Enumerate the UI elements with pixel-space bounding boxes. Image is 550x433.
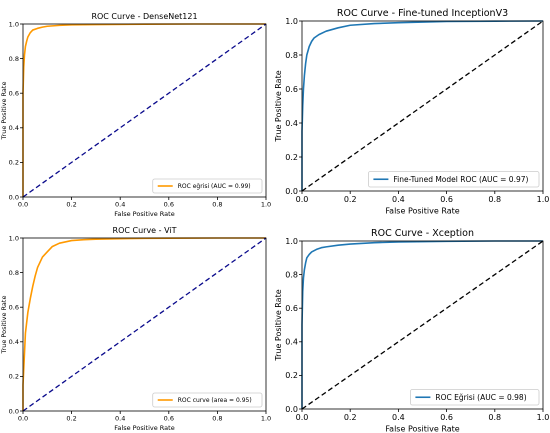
chance-diagonal-line bbox=[22, 23, 267, 198]
y-tick-label: 0.6 bbox=[285, 304, 298, 313]
x-tick-label: 0.0 bbox=[18, 201, 28, 209]
y-tick-label: 0.8 bbox=[9, 55, 19, 63]
x-tick-label: 0.6 bbox=[164, 415, 174, 423]
chart-title: ROC Curve - DenseNet121 bbox=[91, 12, 197, 21]
legend-box bbox=[367, 171, 540, 188]
y-tick-label: 0.2 bbox=[9, 159, 19, 167]
y-axis-label: True Positive Rate bbox=[0, 82, 8, 141]
x-tick-label: 1.0 bbox=[261, 415, 271, 423]
x-tick-label: 0.4 bbox=[115, 415, 125, 423]
x-tick-label: 0.8 bbox=[212, 201, 222, 209]
y-tick-label: 0.0 bbox=[285, 405, 298, 414]
y-tick-label: 1.0 bbox=[9, 20, 19, 28]
roc-curve-line bbox=[301, 240, 543, 409]
x-axis-label: False Positive Rate bbox=[114, 210, 174, 218]
x-axis-label: False Positive Rate bbox=[385, 206, 459, 215]
x-tick-label: 0.8 bbox=[488, 413, 501, 422]
y-tick-label: 0.4 bbox=[9, 338, 19, 346]
legend-box bbox=[409, 389, 540, 406]
y-tick-label: 1.0 bbox=[9, 234, 19, 242]
x-tick-label: 1.0 bbox=[537, 413, 550, 422]
y-tick-label: 0.0 bbox=[285, 187, 298, 196]
y-tick-label: 1.0 bbox=[285, 237, 298, 246]
chart-panel-1: ROC Curve - DenseNet121 0.0 0.2 0.4 0.6 0.8 1.… bbox=[0, 12, 271, 218]
x-tick-label: 0.0 bbox=[18, 415, 28, 423]
chart-title: ROC Curve - ViT bbox=[113, 226, 177, 235]
chart-panel-2: ROC Curve - Fine-tuned InceptionV3 0.0 0.2… bbox=[274, 8, 549, 215]
chart-panel-4: ROC Curve - Xception 0.0 0.2 0.4 0.6 0.8 1.0 0.… bbox=[274, 228, 549, 433]
y-axis-label: True Positive Rate bbox=[0, 296, 8, 355]
x-tick-label: 0.6 bbox=[440, 195, 453, 204]
plot-frame bbox=[22, 23, 267, 198]
y-tick-label: 0.0 bbox=[9, 407, 19, 415]
legend-label: ROC Eğrisi (AUC = 0.98) bbox=[435, 393, 526, 402]
x-tick-label: 0.2 bbox=[66, 201, 76, 209]
x-tick-label: 1.0 bbox=[537, 195, 550, 204]
y-tick-label: 0.6 bbox=[9, 303, 19, 311]
plot-frame bbox=[301, 20, 544, 192]
y-axis-label: True Positive Rate bbox=[274, 70, 283, 142]
y-tick-label: 0.6 bbox=[9, 89, 19, 97]
x-tick-label: 0.2 bbox=[344, 413, 357, 422]
y-axis-label: True Positive Rate bbox=[274, 289, 283, 361]
x-axis-label: False Positive Rate bbox=[385, 424, 459, 433]
y-tick-label: 0.2 bbox=[285, 371, 298, 380]
y-tick-label: 0.8 bbox=[9, 269, 19, 277]
chance-diagonal-line bbox=[22, 237, 267, 412]
x-tick-label: 0.0 bbox=[296, 195, 309, 204]
legend-box bbox=[152, 392, 263, 408]
legend-label: ROC curve (area = 0.95) bbox=[178, 397, 252, 404]
x-axis-label: False Positive Rate bbox=[114, 424, 174, 432]
legend-label: ROC eğrisi (AUC = 0.99) bbox=[178, 183, 251, 190]
x-tick-label: 0.8 bbox=[488, 195, 501, 204]
legend-box bbox=[152, 178, 263, 194]
y-tick-label: 0.8 bbox=[285, 51, 298, 60]
plot-frame bbox=[301, 240, 544, 410]
roc-curve-line bbox=[22, 237, 266, 411]
x-tick-label: 0.0 bbox=[296, 413, 309, 422]
y-tick-label: 0.6 bbox=[285, 85, 298, 94]
x-tick-label: 0.6 bbox=[440, 413, 453, 422]
x-tick-label: 0.4 bbox=[392, 195, 405, 204]
y-tick-label: 0.2 bbox=[285, 153, 298, 162]
roc-curve-line bbox=[22, 23, 266, 197]
x-tick-label: 0.4 bbox=[392, 413, 405, 422]
y-tick-label: 0.4 bbox=[285, 338, 298, 347]
chart-title: ROC Curve - Fine-tuned InceptionV3 bbox=[337, 8, 508, 19]
chance-diagonal-line bbox=[301, 20, 544, 192]
legend-label: Fine-Tuned Model ROC (AUC = 0.97) bbox=[393, 175, 528, 184]
x-tick-label: 0.6 bbox=[164, 201, 174, 209]
plot-frame bbox=[22, 237, 267, 412]
x-tick-label: 0.2 bbox=[344, 195, 357, 204]
x-tick-label: 0.4 bbox=[115, 201, 125, 209]
chance-diagonal-line bbox=[301, 240, 544, 410]
x-tick-label: 1.0 bbox=[261, 201, 271, 209]
y-tick-label: 0.4 bbox=[285, 119, 298, 128]
y-tick-label: 0.4 bbox=[9, 124, 19, 132]
y-tick-label: 0.2 bbox=[9, 373, 19, 381]
chart-title: ROC Curve - Xception bbox=[371, 228, 474, 239]
roc-curve-line bbox=[301, 20, 544, 191]
y-tick-label: 1.0 bbox=[285, 17, 298, 26]
chart-panel-3: ROC Curve - ViT 0.0 0.2 0.4 0.6 0.8 1.0 0.0 0.2 0… bbox=[0, 226, 271, 432]
y-tick-label: 0.0 bbox=[9, 193, 19, 201]
x-tick-label: 0.2 bbox=[66, 415, 76, 423]
x-tick-label: 0.8 bbox=[212, 415, 222, 423]
y-tick-label: 0.8 bbox=[285, 270, 298, 279]
